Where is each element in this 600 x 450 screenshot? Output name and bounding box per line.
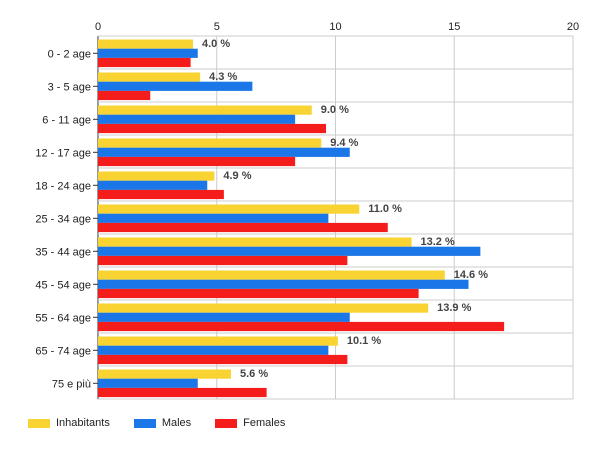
bar-males-3: [98, 147, 350, 157]
bar-males-10: [98, 378, 198, 388]
y-tick-label: 45 - 54 age: [35, 279, 91, 291]
legend-label-females: Females: [243, 417, 286, 429]
legend-label-inhabitants: Inhabitants: [56, 417, 110, 429]
bar-males-4: [98, 180, 208, 190]
legend-swatch-inhabitants: [28, 418, 50, 428]
bar-males-5: [98, 213, 329, 223]
y-tick-label: 65 - 74 age: [35, 345, 91, 357]
y-tick-label: 0 - 2 age: [48, 48, 91, 60]
legend-item-males: Males: [133, 417, 192, 429]
x-tick-label: 0: [95, 21, 101, 33]
x-tick-label: 15: [448, 21, 460, 33]
y-tick-label: 25 - 34 age: [35, 213, 91, 225]
bar-males-0: [98, 48, 198, 58]
data-label: 10.1 %: [347, 335, 381, 347]
bar-females-5: [98, 222, 388, 233]
legend-swatch-males: [133, 418, 156, 428]
bar-females-7: [98, 288, 419, 299]
bar-males-6: [98, 246, 481, 256]
grid-lines: [97, 35, 574, 400]
bar-females-6: [98, 255, 348, 266]
bar-inhabitants-2: [98, 105, 312, 115]
x-axis-ticks: 0 5 10 15 20: [95, 21, 579, 33]
bar-males-7: [98, 279, 469, 289]
bar-inhabitants-5: [98, 204, 360, 214]
y-tick-label: 75 e più: [52, 378, 91, 390]
data-label: 13.2 %: [421, 236, 455, 248]
bar-inhabitants-4: [98, 171, 215, 181]
legend: Inhabitants Males Females: [28, 417, 309, 429]
data-label: 9.4 %: [330, 137, 358, 149]
bar-females-4: [98, 189, 224, 200]
y-tick-label: 3 - 5 age: [48, 81, 91, 93]
y-axis-ticks: 0 - 2 age 3 - 5 age 6 - 11 age 12 - 17 age 1…: [35, 48, 98, 390]
bar-inhabitants-6: [98, 237, 412, 247]
bar-males-2: [98, 114, 296, 124]
data-label: 11.0 %: [368, 203, 402, 215]
bar-inhabitants-8: [98, 303, 429, 313]
legend-label-males: Males: [161, 417, 192, 429]
x-tick-label: 5: [214, 21, 220, 33]
y-tick-label: 6 - 11 age: [42, 114, 91, 126]
x-tick-label: 20: [567, 21, 579, 33]
bar-males-8: [98, 312, 350, 322]
data-label: 4.9 %: [223, 170, 251, 182]
x-tick-label: 10: [329, 21, 341, 33]
y-tick-label: 18 - 24 age: [35, 180, 91, 192]
bar-females-8: [98, 321, 505, 332]
legend-swatch-females: [215, 418, 238, 428]
y-tick-label: 55 - 64 age: [35, 312, 91, 324]
bar-females-1: [98, 90, 151, 101]
y-tick-label: 35 - 44 age: [35, 246, 91, 258]
bar-females-9: [98, 354, 348, 365]
bar-females-2: [98, 123, 326, 134]
bar-females-3: [98, 156, 296, 167]
bar-males-9: [98, 345, 329, 355]
bar-inhabitants-10: [98, 369, 231, 379]
bar-males-1: [98, 81, 253, 91]
y-tick-label: 12 - 17 age: [35, 147, 91, 159]
bar-inhabitants-9: [98, 336, 338, 346]
bar-females-0: [98, 57, 191, 68]
data-label: 4.0 %: [202, 38, 230, 50]
bar-inhabitants-7: [98, 270, 445, 280]
data-label: 9.0 %: [321, 104, 349, 116]
bar-inhabitants-3: [98, 138, 322, 148]
data-labels: 4.0 % 4.3 % 9.0 % 9.4 % 4.9 % 11.0 % 13.2 % 14.…: [202, 38, 488, 380]
bar-series: [98, 39, 505, 398]
data-label: 4.3 %: [209, 71, 237, 83]
data-label: 14.6 %: [454, 269, 488, 281]
data-label: 5.6 %: [240, 368, 268, 380]
bar-inhabitants-1: [98, 72, 201, 82]
legend-item-inhabitants: Inhabitants: [28, 417, 110, 429]
bar-inhabitants-0: [98, 39, 193, 49]
bar-females-10: [98, 387, 267, 398]
legend-item-females: Females: [215, 417, 285, 429]
data-label: 13.9 %: [437, 302, 471, 314]
